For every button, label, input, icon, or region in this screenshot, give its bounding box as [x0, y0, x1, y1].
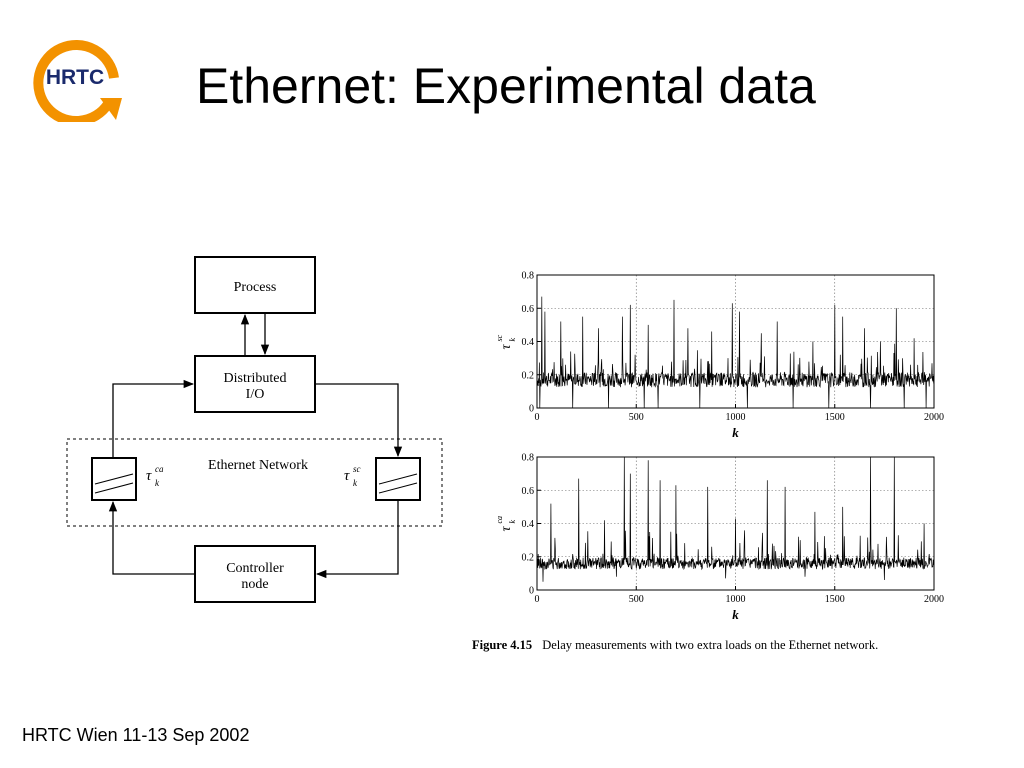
y-tick-label: 0.8 — [522, 453, 535, 464]
delay-series-line — [536, 456, 935, 582]
delay-right-sub: k — [353, 478, 358, 488]
y-tick-label: 0.8 — [522, 271, 535, 282]
y-tick-label: 0.4 — [522, 337, 535, 348]
ethernet-network-region — [66, 438, 443, 527]
x-tick-label: 0 — [535, 412, 540, 423]
x-tick-label: 2000 — [924, 412, 944, 423]
y-axis-super: ca — [495, 516, 504, 524]
y-axis-sub: k — [508, 338, 517, 342]
y-tick-label: 0.2 — [522, 370, 535, 381]
y-axis-symbol: τ — [499, 344, 514, 350]
x-tick-label: 2000 — [924, 594, 944, 605]
x-tick-label: 500 — [629, 412, 644, 423]
process-box — [194, 256, 316, 314]
footer-text: HRTC Wien 11-13 Sep 2002 — [22, 725, 250, 745]
network-label: Ethernet Network — [208, 458, 308, 473]
y-tick-label: 0.6 — [522, 304, 535, 315]
y-axis-symbol: τ — [499, 526, 514, 532]
x-tick-label: 1000 — [726, 412, 746, 423]
logo-text: HRTC — [45, 66, 105, 89]
y-tick-label: 0.2 — [522, 552, 535, 563]
x-axis-label: k — [732, 425, 739, 440]
delay-series-line — [536, 296, 935, 409]
y-tick-label: 0 — [529, 404, 534, 415]
figure-label: Figure 4.15 — [472, 638, 533, 652]
figure-caption: Figure 4.15 Delay measurements with two e… — [472, 638, 878, 653]
x-tick-label: 500 — [629, 594, 644, 605]
delay-right-symbol: τ — [344, 468, 350, 484]
controller-label-line2: node — [241, 577, 268, 592]
delay-left-symbol: τ — [146, 468, 152, 484]
delay-left-sub: k — [155, 478, 160, 488]
delay-right-super: sc — [353, 464, 361, 474]
page-title: Ethernet: Experimental data — [196, 58, 816, 114]
x-axis-label: k — [732, 607, 739, 622]
y-axis-label: τ sc k — [495, 334, 517, 349]
controller-box — [194, 545, 316, 603]
y-axis-label: τ ca k — [495, 516, 517, 532]
path-delay-left-to-io — [112, 379, 195, 458]
io-label-line1: Distributed — [224, 371, 287, 386]
y-axis-super: sc — [495, 334, 504, 341]
path-controller-to-delay-left — [108, 500, 195, 575]
io-label-line2: I/O — [246, 387, 265, 402]
x-tick-label: 0 — [535, 594, 540, 605]
y-tick-label: 0.4 — [522, 519, 535, 530]
controller-label-line1: Controller — [226, 561, 284, 576]
network-diagram: Process Distributed I/O Ethernet Network… — [66, 256, 443, 603]
y-tick-label: 0 — [529, 586, 534, 597]
hrtc-logo — [33, 40, 122, 122]
path-delay-right-to-controller — [315, 500, 399, 579]
delay-left-super: ca — [155, 464, 164, 474]
y-tick-label: 0.6 — [522, 486, 535, 497]
x-tick-label: 1000 — [726, 594, 746, 605]
x-tick-label: 1500 — [825, 412, 845, 423]
x-tick-label: 1500 — [825, 594, 845, 605]
path-io-to-delay-right — [315, 383, 403, 458]
caption-text: Delay measurements with two extra loads … — [542, 638, 879, 652]
y-axis-sub: k — [508, 520, 517, 524]
process-label: Process — [234, 280, 277, 295]
